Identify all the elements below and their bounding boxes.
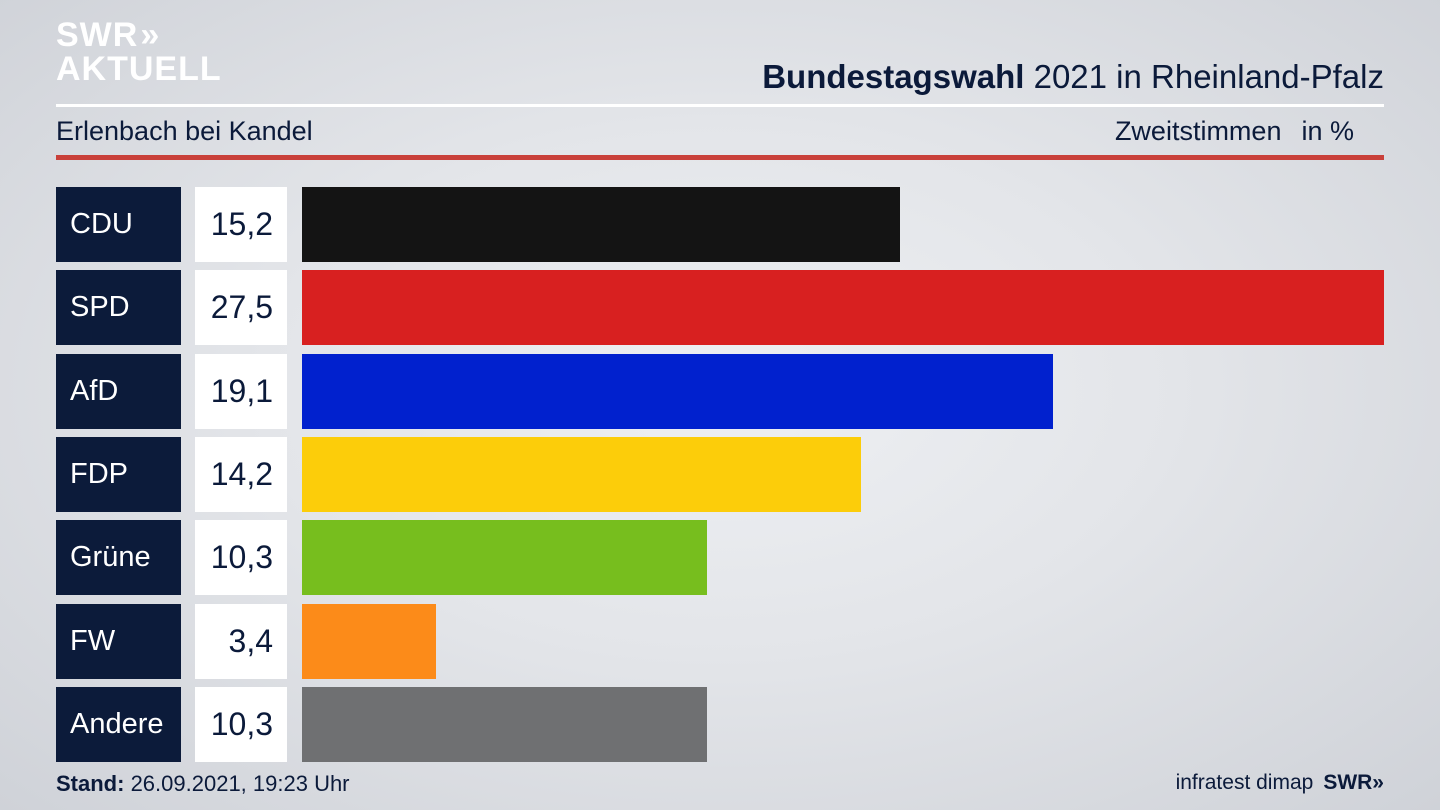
broadcaster-logo: SWR»	[1323, 771, 1384, 794]
stand-value: 26.09.2021, 19:23 Uhr	[124, 771, 350, 796]
location-label: Erlenbach bei Kandel	[56, 116, 313, 146]
bar-row: Grüne 10,3	[56, 520, 1384, 596]
unit-label: in %	[1301, 116, 1354, 146]
title-bold: Bundestagswahl	[762, 58, 1025, 95]
party-label: Andere	[56, 686, 181, 762]
value-label: 10,3	[195, 520, 287, 596]
chart-title: Bundestagswahl 2021 in Rheinland-Pfalz	[762, 58, 1384, 96]
value-label: 19,1	[195, 353, 287, 429]
bar	[302, 520, 708, 596]
party-label: AfD	[56, 353, 181, 429]
stand-label: Stand:	[56, 771, 125, 796]
party-label: CDU	[56, 187, 181, 262]
bar-row: AfD 19,1	[56, 353, 1384, 429]
party-label: SPD	[56, 270, 181, 346]
swr-aktuell-logo: SWR» AKTUELL	[56, 16, 222, 88]
title-rest: 2021 in Rheinland-Pfalz	[1024, 58, 1384, 95]
bar-row: FDP 14,2	[56, 436, 1384, 512]
bar-row: FW 3,4	[56, 603, 1384, 679]
bar-row: SPD 27,5	[56, 270, 1384, 346]
value-label: 27,5	[195, 270, 287, 346]
party-label: FW	[56, 603, 181, 679]
bar	[302, 353, 1054, 429]
bar	[302, 603, 436, 679]
bar	[302, 187, 901, 262]
metric-label: Zweitstimmen in %	[1115, 116, 1354, 147]
source-name: infratest dimap	[1175, 771, 1314, 794]
header-divider	[56, 104, 1384, 107]
value-label: 14,2	[195, 436, 287, 512]
value-label: 10,3	[195, 686, 287, 762]
timestamp: Stand: 26.09.2021, 19:23 Uhr	[56, 771, 350, 797]
value-label: 3,4	[195, 603, 287, 679]
bar-row: Andere 10,3	[56, 686, 1384, 762]
accent-divider	[56, 155, 1384, 160]
bar	[302, 686, 708, 762]
source-credit: infratest dimap SWR»	[1176, 771, 1384, 795]
value-label: 15,2	[195, 187, 287, 262]
metric-name: Zweitstimmen	[1114, 116, 1282, 146]
bar	[302, 436, 861, 512]
bar	[302, 270, 1384, 346]
bar-row: CDU 15,2	[56, 187, 1384, 262]
party-label: Grüne	[56, 520, 181, 596]
party-label: FDP	[56, 436, 181, 512]
